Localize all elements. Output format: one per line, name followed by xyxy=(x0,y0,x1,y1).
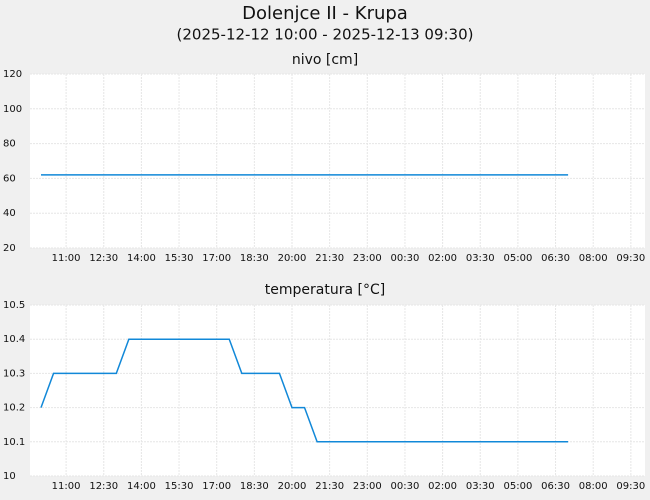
x-tick-label: 08:00 xyxy=(579,481,608,492)
x-tick-label: 03:30 xyxy=(466,481,495,492)
x-tick-label: 17:00 xyxy=(202,253,231,264)
x-tick-label: 02:00 xyxy=(428,481,457,492)
x-tick-label: 21:30 xyxy=(315,481,344,492)
x-tick-label: 05:00 xyxy=(503,253,532,264)
x-tick-label: 06:30 xyxy=(541,481,570,492)
y-tick-label: 10.1 xyxy=(3,437,25,448)
x-tick-label: 00:30 xyxy=(391,481,420,492)
y-tick-label: 10.5 xyxy=(3,300,25,311)
y-tick-label: 10.3 xyxy=(3,368,25,379)
x-tick-label: 09:30 xyxy=(616,481,645,492)
x-tick-label: 23:00 xyxy=(353,253,382,264)
y-tick-label: 80 xyxy=(3,139,16,150)
y-tick-label: 60 xyxy=(3,173,16,184)
y-tick-label: 10 xyxy=(3,471,16,482)
y-tick-label: 10.2 xyxy=(3,403,25,414)
plot-area xyxy=(30,305,645,476)
y-tick-label: 10.4 xyxy=(3,334,25,345)
x-tick-label: 21:30 xyxy=(315,253,344,264)
page-title: Dolenjce II - Krupa xyxy=(242,3,408,24)
y-tick-label: 100 xyxy=(3,104,22,115)
x-tick-label: 11:00 xyxy=(52,253,81,264)
x-tick-label: 14:00 xyxy=(127,253,156,264)
x-tick-label: 08:00 xyxy=(579,253,608,264)
y-tick-label: 120 xyxy=(3,69,22,80)
x-tick-label: 18:30 xyxy=(240,253,269,264)
x-tick-label: 12:30 xyxy=(89,481,118,492)
x-tick-label: 00:30 xyxy=(391,253,420,264)
plot-area xyxy=(30,74,645,248)
x-tick-label: 15:30 xyxy=(165,253,194,264)
x-tick-label: 11:00 xyxy=(52,481,81,492)
x-tick-label: 15:30 xyxy=(165,481,194,492)
x-tick-label: 06:30 xyxy=(541,253,570,264)
x-tick-label: 23:00 xyxy=(353,481,382,492)
x-tick-label: 18:30 xyxy=(240,481,269,492)
panel-title: nivo [cm] xyxy=(292,52,358,68)
data-line xyxy=(40,338,569,443)
page-subtitle: (2025-12-12 10:00 - 2025-12-13 09:30) xyxy=(177,26,474,44)
panel-title: temperatura [°C] xyxy=(265,282,385,298)
y-tick-label: 20 xyxy=(3,243,16,254)
x-tick-label: 03:30 xyxy=(466,253,495,264)
y-tick-label: 40 xyxy=(3,208,16,219)
x-tick-label: 05:00 xyxy=(503,481,532,492)
x-tick-label: 09:30 xyxy=(616,253,645,264)
x-tick-label: 17:00 xyxy=(202,481,231,492)
x-tick-label: 12:30 xyxy=(89,253,118,264)
x-tick-label: 14:00 xyxy=(127,481,156,492)
x-tick-label: 20:00 xyxy=(278,253,307,264)
x-tick-label: 02:00 xyxy=(428,253,457,264)
x-tick-label: 20:00 xyxy=(278,481,307,492)
